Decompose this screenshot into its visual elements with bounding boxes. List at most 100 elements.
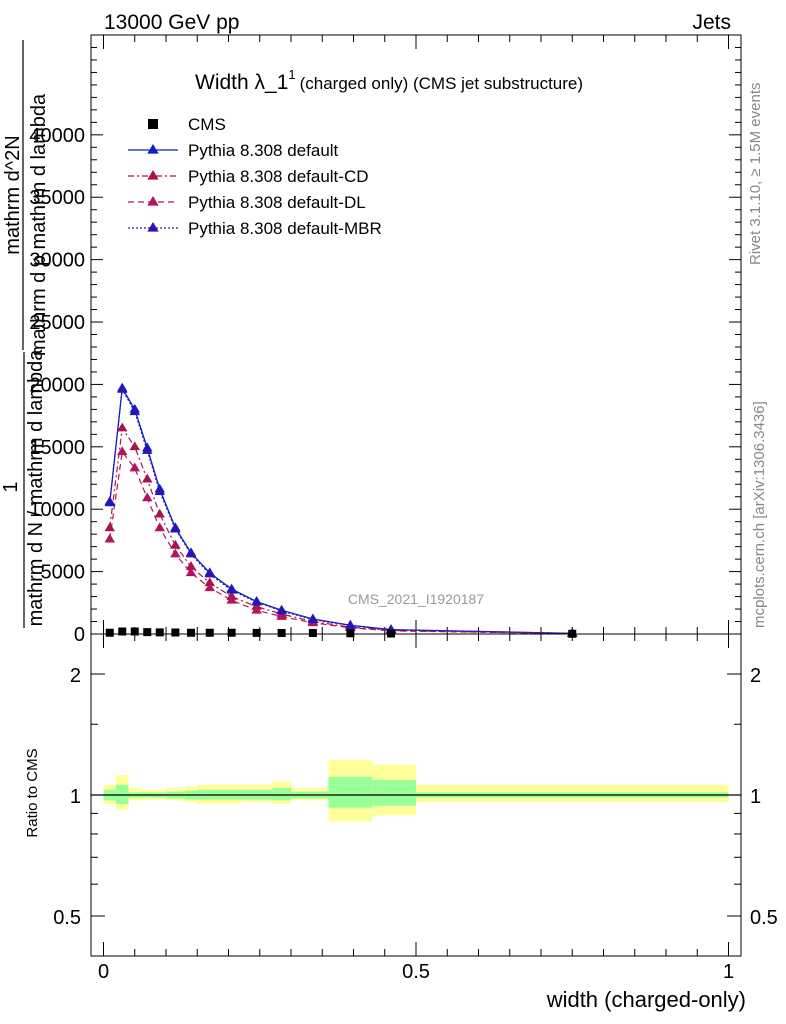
- ratio-y-tick-label: 2: [70, 665, 81, 687]
- ylabel-line-b: mathrm d p mathrm d lambda: [28, 93, 50, 356]
- ratio-y-tick-label: 0.5: [53, 907, 81, 929]
- main-y-ticks: 0 5000 10000 15000 20000 25000 30000 35000 40000: [29, 46, 741, 646]
- watermark: CMS_2021_I1920187: [348, 591, 484, 607]
- ratio-x-ticks: 0 0.5 1: [98, 634, 734, 983]
- main-plot: 0 5000 10000 15000 20000 25000 30000 35000 40000…: [29, 34, 742, 646]
- cms-marker: [187, 628, 195, 637]
- cms-marker: [227, 628, 236, 637]
- x-tick-label: 0: [98, 961, 109, 983]
- y-tick-label: 5000: [41, 562, 86, 584]
- legend-marker: [147, 196, 159, 206]
- series-marker: [204, 577, 215, 587]
- cms-marker: [155, 628, 164, 637]
- ratio-band-inner: [328, 776, 373, 808]
- cms-marker: [171, 628, 180, 637]
- series-marker: [142, 445, 153, 454]
- legend-marker: [147, 222, 159, 232]
- cms-marker: [346, 629, 355, 638]
- ylabel-line-c: mathrm d N / mathrm d lambda: [25, 349, 47, 627]
- legend-label: Pythia 8.308 default-DL: [188, 193, 366, 212]
- series-marker: [226, 594, 237, 604]
- series-marker: [185, 567, 197, 577]
- plot-title: Width λ_11 (charged only) (CMS jet substr…: [195, 67, 583, 94]
- x-tick-label: 0.5: [402, 961, 430, 983]
- series-marker: [104, 522, 115, 532]
- series-marker: [226, 584, 237, 594]
- series-marker: [170, 539, 181, 549]
- series-marker: [345, 620, 356, 629]
- ylabel-line-a: mathrm d^2N: [2, 135, 24, 254]
- series-line: [109, 386, 573, 635]
- ratio-y-tick-label: 1: [70, 786, 81, 808]
- x-axis-label: width (charged-only): [546, 987, 746, 1012]
- series-marker: [276, 611, 287, 620]
- ratio-bands: [103, 760, 729, 822]
- ratio-y-tick-label-right: 2: [750, 665, 761, 687]
- cms-marker: [277, 629, 286, 638]
- y-tick-label: 10000: [29, 499, 85, 521]
- y-tick-label: 35000: [29, 187, 85, 209]
- series-marker: [129, 462, 140, 472]
- ratio-band-inner: [272, 788, 291, 801]
- x-tick-label: 1: [723, 961, 734, 983]
- series-marker: [185, 561, 197, 570]
- y-tick-label: 20000: [29, 374, 85, 396]
- plot-title-sub: (charged only) (CMS jet substructure): [300, 74, 583, 93]
- series-marker: [154, 486, 165, 496]
- series-line: [109, 387, 573, 634]
- series-marker: [129, 441, 140, 451]
- mcplots-label: mcplots.cern.ch [arXiv:1306.3436]: [751, 401, 768, 628]
- legend: CMS Pythia 8.308 default Pythia 8.308 defa…: [128, 115, 382, 238]
- y-tick-label: 30000: [29, 250, 85, 272]
- header-energy: 13000 GeV pp: [104, 11, 239, 34]
- series-marker: [154, 522, 165, 532]
- series-marker: [204, 568, 215, 578]
- cms-marker: [252, 628, 261, 637]
- legend-marker: [147, 144, 159, 154]
- legend-marker: [147, 170, 159, 180]
- legend-label: Pythia 8.308 default: [188, 141, 339, 160]
- cms-marker: [205, 628, 214, 637]
- legend-label: Pythia 8.308 default-MBR: [188, 219, 382, 238]
- ratio-y-tick-label-right: 0.5: [750, 907, 778, 929]
- legend-label: Pythia 8.308 default-CD: [188, 167, 369, 186]
- series-marker: [185, 548, 197, 558]
- ratio-y-ticks: 0.5 0.5 1 1 2 2: [53, 665, 778, 929]
- series-marker: [117, 383, 128, 393]
- series-line: [109, 450, 573, 635]
- series-marker: [142, 492, 153, 502]
- series-marker: [142, 473, 153, 483]
- series-marker: [170, 548, 181, 558]
- cms-marker: [130, 627, 139, 636]
- cms-marker: [308, 629, 317, 638]
- legend-label: CMS: [188, 115, 226, 134]
- y-tick-label: 40000: [29, 125, 85, 147]
- plot-title-sup: 1: [288, 67, 295, 82]
- ylabel-one: 1: [0, 481, 22, 492]
- ratio-y-tick-label-right: 1: [750, 786, 761, 808]
- y-tick-label: 15000: [29, 437, 85, 459]
- rivet-label: Rivet 3.1.10, ≥ 1.5M events: [747, 83, 764, 266]
- series-marker: [117, 446, 128, 456]
- series-marker: [104, 533, 115, 543]
- main-ylabel: 1 mathrm d^2N mathrm d p mathrm d lambda…: [0, 40, 50, 628]
- series-marker: [251, 596, 262, 606]
- cms-marker: [118, 627, 127, 636]
- series-marker: [104, 496, 115, 506]
- main-series: [104, 382, 578, 638]
- series-marker: [251, 604, 262, 614]
- y-tick-label: 0: [74, 624, 85, 646]
- cms-marker: [143, 628, 152, 637]
- header-jets: Jets: [692, 11, 731, 34]
- series-marker: [154, 508, 165, 518]
- y-tick-label: 25000: [29, 312, 85, 334]
- ratio-band-inner: [372, 779, 416, 806]
- ratio-ylabel: Ratio to CMS: [24, 748, 41, 837]
- plot-title-main: Width λ_1: [195, 71, 288, 94]
- series-marker: [276, 605, 287, 615]
- series-marker: [129, 406, 140, 416]
- series-marker: [204, 582, 215, 592]
- series-marker: [117, 422, 128, 432]
- ratio-plot: 0.5 0.51 12 2 0 0.5 1 Ratio to CMS: [24, 633, 778, 983]
